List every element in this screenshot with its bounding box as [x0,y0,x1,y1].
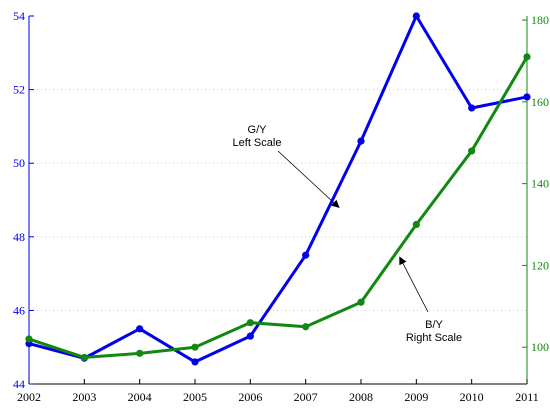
annotation-arrow [399,256,429,313]
series-line-right [28,56,529,359]
data-point-right [412,220,420,229]
data-point-right [136,349,144,357]
annotation-label: B/Y [425,319,443,331]
left-tick-label: 52 [13,83,25,97]
data-point-left [136,325,144,333]
data-point-left [191,358,199,366]
data-point-right [302,323,310,331]
x-tick-label: 2011 [515,390,539,404]
data-point-left [246,332,254,340]
data-point-left [412,12,420,20]
left-axis-ticks: 44 46 48 50 52 54 [13,9,34,391]
data-point-right [191,343,199,351]
right-tick-label: 140 [531,177,549,191]
data-point-left [302,251,310,259]
right-tick-label: 180 [531,13,549,27]
data-point-left [357,137,365,145]
x-tick-label: 2003 [72,390,96,404]
annotation-arrow [277,150,340,209]
data-point-right [468,147,476,155]
left-tick-label: 48 [13,230,25,244]
right-tick-label: 120 [531,258,549,272]
left-tick-label: 50 [13,156,25,170]
x-tick-label: 2002 [17,390,41,404]
annotation-label: Right Scale [406,332,462,344]
x-axis-ticks: 2002 2003 2004 2005 2006 2007 2008 2009 2010 2011 [17,379,539,404]
x-tick-label: 2006 [238,390,262,404]
series-group [25,12,531,366]
right-tick-label: 160 [531,95,549,109]
data-point-right [357,298,365,306]
left-tick-label: 46 [13,303,25,317]
series-line-left [28,14,528,364]
x-tick-label: 2008 [349,390,373,404]
data-point-left [523,93,531,101]
right-axis-ticks: 100 120 140 160 180 [522,13,549,354]
axes [28,16,528,385]
data-point-right [523,53,531,61]
x-tick-label: 2004 [128,390,152,404]
x-tick-label: 2010 [460,390,484,404]
data-point-right [246,319,254,327]
data-point-right [25,335,33,343]
x-tick-label: 2007 [294,390,318,404]
data-point-left [468,104,476,112]
annotation-label: Left Scale [233,137,282,149]
left-tick-label: 44 [13,377,25,391]
x-tick-label: 2009 [404,390,428,404]
x-tick-label: 2005 [183,390,207,404]
left-tick-label: 54 [13,9,25,23]
annotation-label: G/Y [248,124,268,136]
right-tick-label: 100 [531,340,549,354]
grid-lines [29,89,527,311]
data-point-right [80,353,88,362]
